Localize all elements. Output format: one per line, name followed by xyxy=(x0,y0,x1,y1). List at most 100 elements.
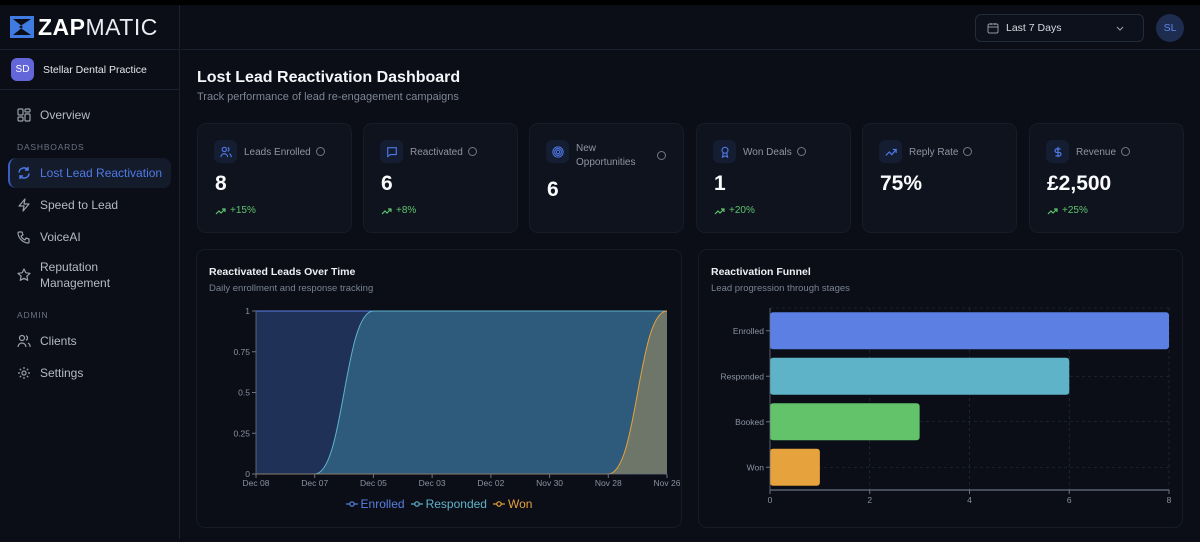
calendar-icon xyxy=(987,23,999,34)
sidebar-item-reputation-management[interactable]: Reputation Management xyxy=(8,254,171,296)
y-tick-label: 0.75 xyxy=(233,347,250,357)
chart-panel-reactivation-funnel: Reactivation Funnel Lead progression thr… xyxy=(698,249,1183,528)
area-responded xyxy=(256,311,667,474)
sidebar: ZAPMATIC SD Stellar Dental Practice Over… xyxy=(0,5,180,539)
x-tick-label: 0 xyxy=(768,495,773,505)
chart-subtitle: Daily enrollment and response tracking xyxy=(209,283,374,294)
x-tick-label: Dec 03 xyxy=(419,478,446,488)
metric-trend: +20% xyxy=(714,205,755,216)
zapmatic-logo-icon xyxy=(10,16,34,38)
trending-up-icon xyxy=(215,207,226,214)
y-tick-label: Booked xyxy=(735,417,764,427)
sidebar-item-clients[interactable]: Clients xyxy=(8,326,171,356)
sidebar-nav: Overview DASHBOARDS Lost Lead Reactivati… xyxy=(0,90,179,388)
info-icon[interactable] xyxy=(315,147,325,156)
y-tick-label: Enrolled xyxy=(733,326,764,336)
area-won xyxy=(256,311,667,474)
sidebar-item-speed-to-lead[interactable]: Speed to Lead xyxy=(8,190,171,220)
bar-booked xyxy=(770,403,920,441)
brand-name-light: MATIC xyxy=(85,13,158,40)
metric-label: Reactivated xyxy=(410,147,463,158)
legend-marker-icon xyxy=(345,501,358,507)
info-icon[interactable] xyxy=(1121,147,1131,156)
sidebar-item-overview[interactable]: Overview xyxy=(8,100,171,130)
metric-value: 6 xyxy=(381,172,393,195)
x-tick-label: 6 xyxy=(1067,495,1072,505)
section-label-admin: ADMIN xyxy=(17,310,49,320)
x-tick-label: Nov 30 xyxy=(536,478,563,488)
trending-up-icon xyxy=(1047,207,1058,214)
metric-trend: +8% xyxy=(381,205,416,216)
y-tick-label: 0 xyxy=(245,469,250,479)
x-tick-label: Nov 26 xyxy=(654,478,681,488)
x-tick-label: 4 xyxy=(967,495,972,505)
x-tick-label: Dec 02 xyxy=(477,478,504,488)
brand-logo[interactable]: ZAPMATIC xyxy=(0,5,179,50)
legend-item-won[interactable]: Won xyxy=(492,497,532,511)
metric-label: Revenue xyxy=(1076,147,1117,158)
y-tick-label: 1 xyxy=(245,306,250,316)
sidebar-item-label: Lost Lead Reactivation xyxy=(40,166,163,180)
info-icon[interactable] xyxy=(963,147,973,156)
bar-enrolled xyxy=(770,312,1169,350)
phone-icon xyxy=(17,231,30,244)
metric-trend: +15% xyxy=(215,205,256,216)
metric-value: 75% xyxy=(880,172,923,195)
brand-name-bold: ZAP xyxy=(38,13,86,40)
chart-title: Reactivated Leads Over Time xyxy=(209,266,356,278)
main-content: Lost Lead Reactivation Dashboard Track p… xyxy=(181,51,1200,539)
metric-value: 6 xyxy=(547,178,559,201)
window-top-strip xyxy=(0,0,1200,5)
page-subtitle: Track performance of lead re-engagement … xyxy=(197,91,459,103)
bar-won xyxy=(770,448,820,486)
info-icon[interactable] xyxy=(657,151,666,160)
x-tick-label: Dec 07 xyxy=(301,478,328,488)
legend-item-enrolled[interactable]: Enrolled xyxy=(345,497,405,511)
sidebar-item-lost-lead-reactivation[interactable]: Lost Lead Reactivation xyxy=(8,158,171,188)
y-tick-label: 0.5 xyxy=(238,388,250,398)
metric-card-won-deals: Won Deals 1 +20% xyxy=(696,123,851,233)
sidebar-item-settings[interactable]: Settings xyxy=(8,358,171,388)
chart-legend: Enrolled Responded Won xyxy=(197,497,681,511)
line-responded xyxy=(255,310,667,475)
users-icon xyxy=(219,146,232,157)
sidebar-item-label: Speed to Lead xyxy=(40,198,119,212)
sidebar-item-label: VoiceAI xyxy=(40,230,81,244)
sidebar-item-label: Overview xyxy=(40,108,91,122)
sidebar-item-label: Reputation Management xyxy=(40,260,111,290)
metric-card-new-opportunities: New Opportunities 6 xyxy=(529,123,684,233)
target-icon xyxy=(551,145,564,158)
metric-trend: +25% xyxy=(1047,205,1088,216)
info-icon[interactable] xyxy=(796,147,806,156)
date-range-value: Last 7 Days xyxy=(1006,22,1062,34)
bar-responded xyxy=(770,357,1070,395)
dollar-icon xyxy=(1053,146,1062,157)
metric-card-reply-rate: Reply Rate 75% xyxy=(862,123,1017,233)
section-label-dashboards: DASHBOARDS xyxy=(17,142,85,152)
x-tick-label: Dec 05 xyxy=(360,478,387,488)
date-range-select[interactable]: Last 7 Days xyxy=(975,14,1144,42)
bar-chart: 0 2 4 6 8 Enrolled Responded Booked Won xyxy=(721,307,1172,505)
legend-item-responded[interactable]: Responded xyxy=(410,497,487,511)
metric-card-reactivated: Reactivated 6 +8% xyxy=(363,123,518,233)
metric-card-revenue: Revenue £2,500 +25% xyxy=(1029,123,1184,233)
users-icon xyxy=(17,334,31,348)
metric-label: Leads Enrolled xyxy=(244,147,311,158)
client-switcher[interactable]: SD Stellar Dental Practice xyxy=(0,50,179,90)
info-icon[interactable] xyxy=(467,147,477,156)
chart-subtitle: Lead progression through stages xyxy=(711,283,850,294)
user-avatar[interactable]: SL xyxy=(1156,14,1184,42)
message-icon xyxy=(386,146,397,157)
y-tick-label: 0.25 xyxy=(233,428,250,438)
metric-value: £2,500 xyxy=(1047,172,1112,195)
chart-panel-reactivated-leads: Reactivated Leads Over Time Daily enroll… xyxy=(196,249,682,528)
metric-label: Won Deals xyxy=(743,147,792,158)
x-tick-label: 2 xyxy=(867,495,872,505)
chevron-down-icon xyxy=(1116,26,1124,31)
area-chart: 0 0.25 0.5 0.75 1 Dec 08 Dec 07 Dec 05 Dec 03 Dec… xyxy=(233,306,681,488)
sidebar-item-voiceai[interactable]: VoiceAI xyxy=(8,222,171,252)
metric-label: Reply Rate xyxy=(909,147,959,158)
grid-icon xyxy=(17,108,31,122)
top-bar: Last 7 Days SL xyxy=(181,5,1200,50)
y-tick-label: Won xyxy=(747,462,765,472)
